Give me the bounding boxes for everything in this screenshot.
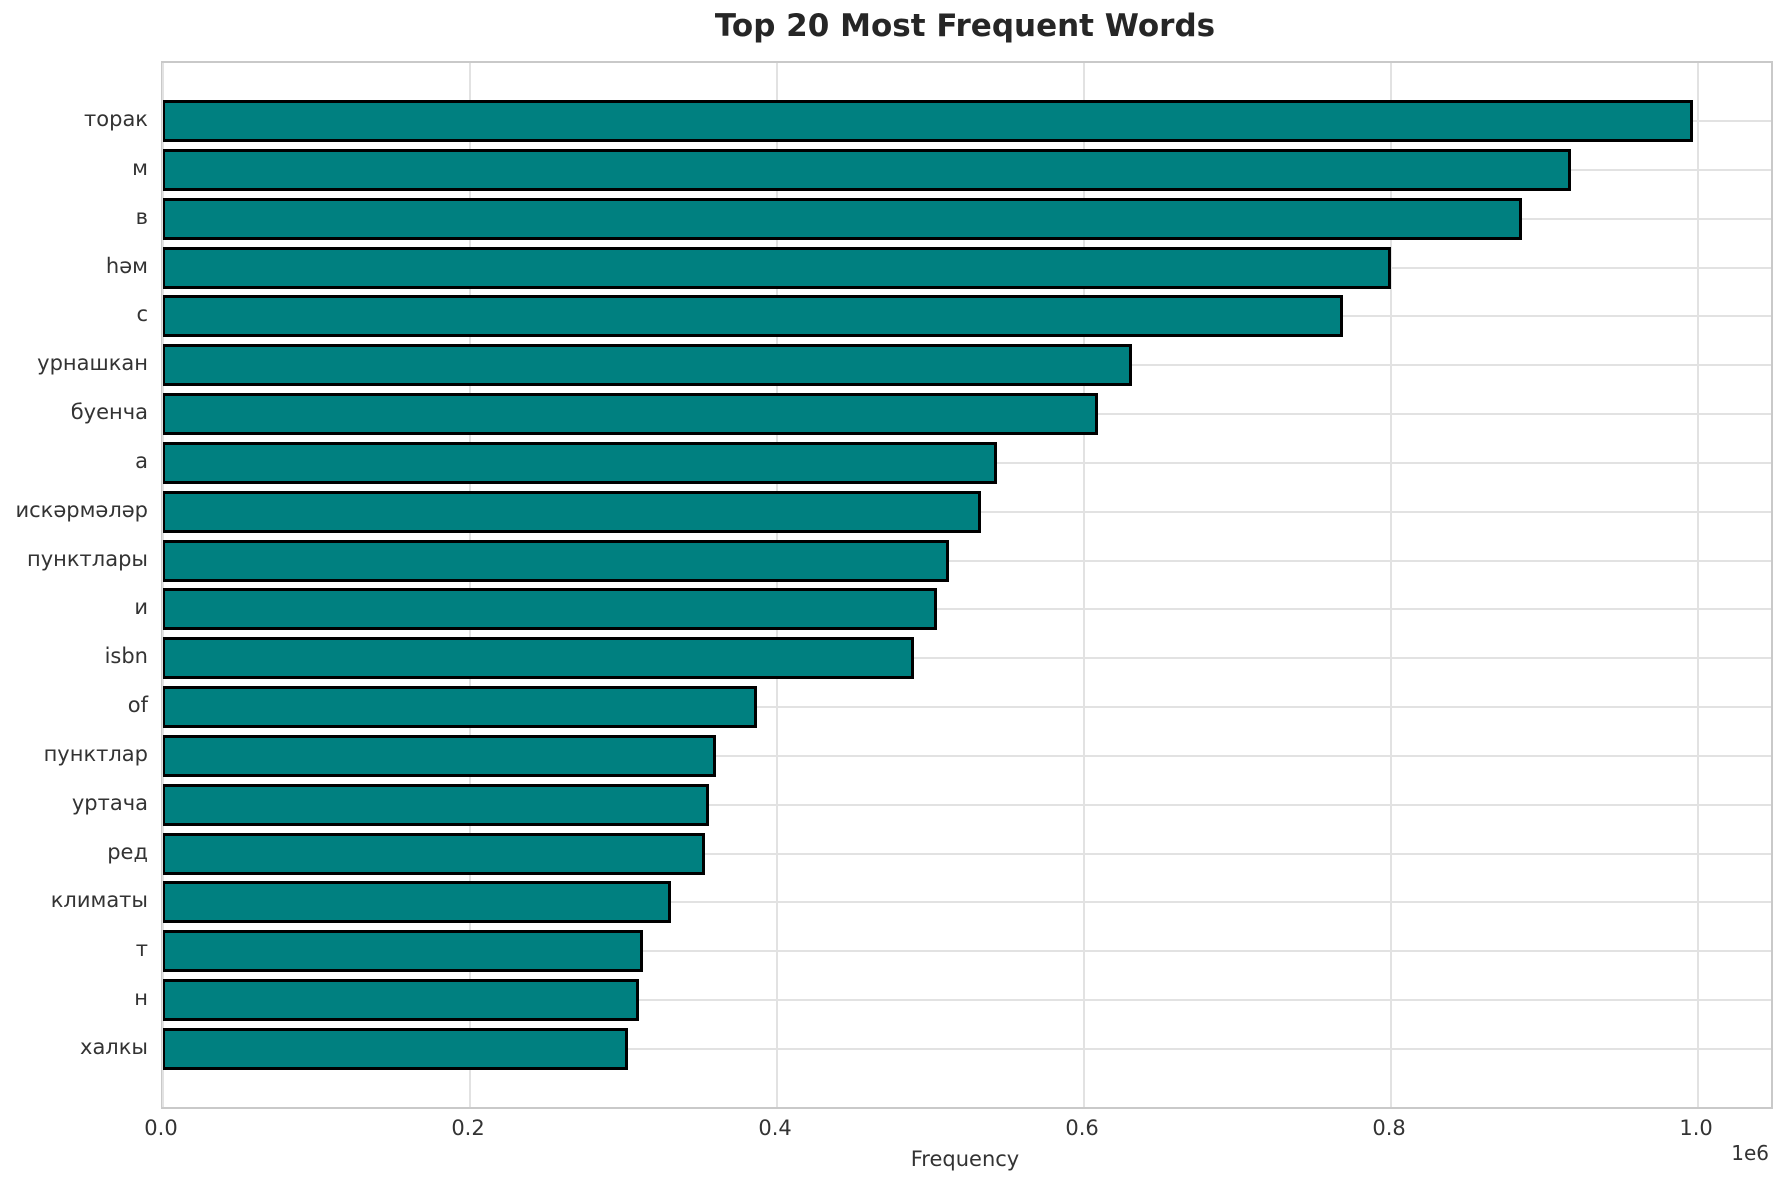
- plot-area: [161, 61, 1773, 1109]
- ytick-label-isbn: isbn: [104, 644, 148, 669]
- xtick-label-0.4: 0.4: [758, 1116, 792, 1140]
- xtick-label-0.2: 0.2: [451, 1116, 485, 1140]
- ytick-label-of: of: [127, 693, 148, 718]
- axis-offset-multiplier: 1e6: [1731, 1141, 1769, 1165]
- bar-м: [163, 148, 1571, 191]
- bar-в: [163, 197, 1522, 240]
- ytick-label-н: н: [134, 986, 148, 1011]
- ytick-label-м: м: [132, 155, 148, 180]
- bar-а: [163, 441, 997, 484]
- bar-of: [163, 686, 758, 729]
- bar-урнашкан: [163, 344, 1132, 387]
- bar-һәм: [163, 246, 1392, 289]
- xtick-label-0.0: 0.0: [144, 1116, 178, 1140]
- bar-т: [163, 930, 644, 973]
- ytick-label-а: а: [135, 448, 148, 473]
- y-gridline: [163, 852, 1771, 855]
- ytick-label-пунктлары: пунктлары: [26, 546, 148, 571]
- bar-isbn: [163, 637, 914, 680]
- y-gridline: [163, 706, 1771, 709]
- y-gridline: [163, 1047, 1771, 1050]
- bar-пунктлар: [163, 734, 716, 777]
- x-gridline: [1390, 63, 1393, 1107]
- ytick-label-халкы: халкы: [80, 1034, 148, 1059]
- x-axis-label: Frequency: [910, 1147, 1020, 1171]
- ytick-label-искәрмәләр: искәрмәләр: [15, 497, 148, 522]
- bar-буенча: [163, 393, 1098, 436]
- x-gridline: [469, 63, 472, 1107]
- y-gridline: [163, 950, 1771, 953]
- ytick-label-пунктлар: пунктлар: [43, 741, 148, 766]
- bar-н: [163, 979, 639, 1022]
- bar-ред: [163, 832, 705, 875]
- y-gridline: [163, 608, 1771, 611]
- bar-искәрмәләр: [163, 490, 982, 533]
- x-gridline: [1697, 63, 1700, 1107]
- y-gridline: [163, 754, 1771, 757]
- bar-уртача: [163, 783, 710, 826]
- ytick-label-в: в: [135, 204, 148, 229]
- ytick-label-ред: ред: [107, 839, 148, 864]
- x-gridline: [776, 63, 779, 1107]
- ytick-label-климаты: климаты: [50, 888, 148, 913]
- bar-пунктлары: [163, 539, 949, 582]
- bar-торак: [163, 100, 1694, 142]
- y-gridline: [163, 803, 1771, 806]
- xtick-label-1.0: 1.0: [1679, 1116, 1713, 1140]
- bar-халкы: [163, 1027, 629, 1070]
- y-gridline: [163, 559, 1771, 562]
- bar-и: [163, 588, 937, 631]
- ytick-label-т: т: [135, 937, 148, 962]
- x-gridline: [162, 63, 164, 1107]
- ytick-label-һәм: һәм: [105, 253, 148, 278]
- bar-климаты: [163, 881, 672, 924]
- xtick-label-0.6: 0.6: [1065, 1116, 1099, 1140]
- y-gridline: [163, 657, 1771, 660]
- ytick-label-уртача: уртача: [71, 790, 148, 815]
- y-gridline: [163, 901, 1771, 904]
- chart-title: Top 20 Most Frequent Words: [714, 8, 1216, 44]
- ytick-label-урнашкан: урнашкан: [37, 351, 148, 376]
- ytick-label-буенча: буенча: [70, 400, 148, 425]
- ytick-label-с: с: [136, 302, 148, 327]
- x-gridline: [1083, 63, 1086, 1107]
- ytick-label-торак: торак: [84, 107, 148, 131]
- ytick-label-и: и: [134, 595, 148, 620]
- y-gridline: [163, 999, 1771, 1002]
- bar-с: [163, 295, 1344, 338]
- xtick-label-0.8: 0.8: [1372, 1116, 1406, 1140]
